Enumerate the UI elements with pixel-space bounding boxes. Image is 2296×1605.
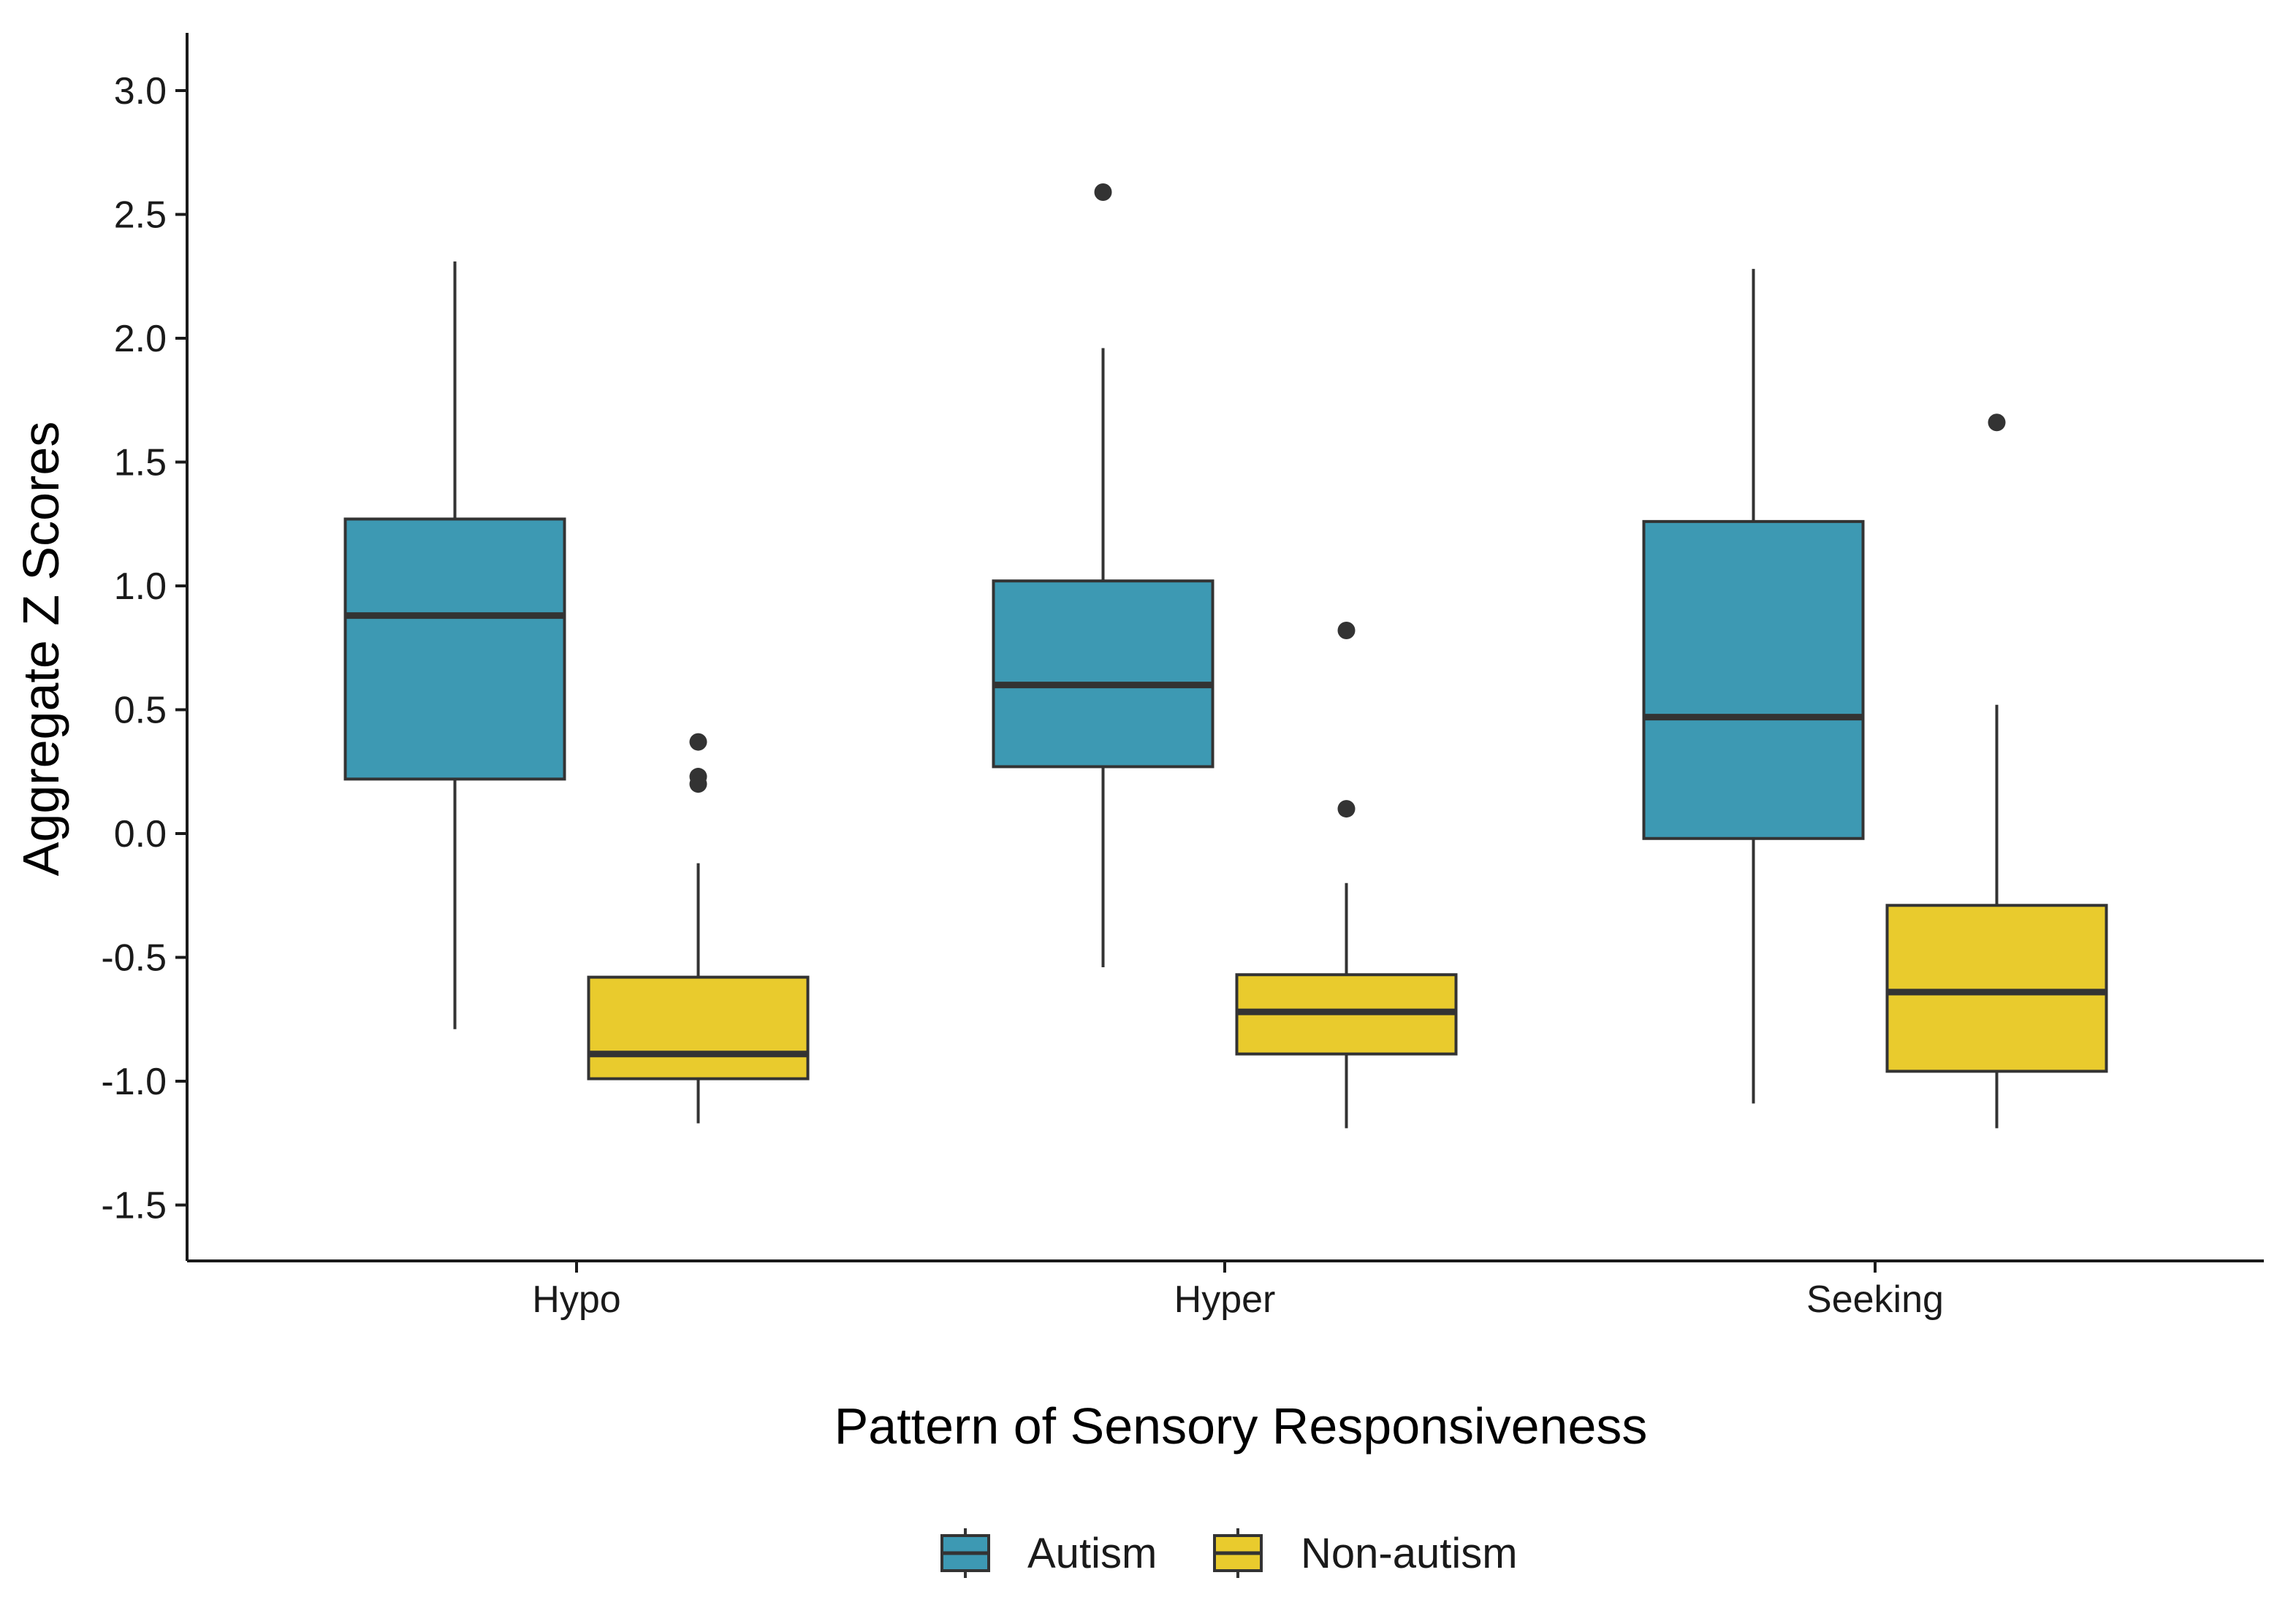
box-non-autism-hypo bbox=[587, 733, 810, 1124]
legend-item-autism: Autism bbox=[940, 1528, 1157, 1578]
outlier-point bbox=[1988, 413, 2006, 432]
box-iqr bbox=[587, 975, 810, 1080]
outlier-point bbox=[1337, 622, 1356, 640]
box-iqr bbox=[1885, 904, 2108, 1073]
legend-label: Non-autism bbox=[1301, 1530, 1518, 1577]
outlier-point bbox=[1337, 800, 1356, 818]
outlier-point bbox=[1094, 183, 1112, 201]
plot-area bbox=[343, 183, 2108, 1129]
x-tick-label: Hyper bbox=[1174, 1278, 1276, 1321]
legend-label: Autism bbox=[1027, 1530, 1157, 1577]
x-axis-title: Pattern of Sensory Responsiveness bbox=[835, 1398, 1648, 1455]
box-autism-hypo bbox=[343, 261, 566, 1029]
box-autism-hyper bbox=[992, 183, 1214, 968]
box-iqr bbox=[1642, 519, 1865, 840]
y-axis-title: Aggregate Z Scores bbox=[12, 422, 69, 877]
x-tick-label: Seeking bbox=[1806, 1278, 1944, 1321]
y-tick-label: 0.5 bbox=[114, 690, 167, 732]
outlier-point bbox=[689, 775, 707, 793]
y-tick-label: -1.5 bbox=[101, 1185, 167, 1227]
box-non-autism-hyper bbox=[1235, 622, 1458, 1129]
y-tick-label: 1.0 bbox=[114, 565, 167, 608]
box-autism-seeking bbox=[1642, 269, 1865, 1104]
x-tick-label: Hypo bbox=[532, 1278, 620, 1321]
box-iqr bbox=[343, 517, 566, 781]
y-tick-label: 2.5 bbox=[114, 194, 167, 237]
box-iqr bbox=[992, 579, 1214, 769]
legend: Autism Non-autism bbox=[940, 1528, 1518, 1578]
y-tick-label: 1.5 bbox=[114, 442, 167, 484]
legend-item-non-autism: Non-autism bbox=[1213, 1528, 1518, 1578]
outlier-point bbox=[689, 733, 707, 751]
y-tick-label: 0.0 bbox=[114, 813, 167, 855]
y-tick-label: -0.5 bbox=[101, 937, 167, 980]
y-tick-label: 3.0 bbox=[114, 70, 167, 113]
box-non-autism-seeking bbox=[1885, 413, 2108, 1129]
axes: -1.5 -1.0 -0.5 0.0 0.5 1.0 1.5 2.0 2.5 3.0 Hypo Hyp… bbox=[101, 33, 2264, 1321]
y-tick-label: -1.0 bbox=[101, 1061, 167, 1103]
y-tick-label: 2.0 bbox=[114, 318, 167, 360]
